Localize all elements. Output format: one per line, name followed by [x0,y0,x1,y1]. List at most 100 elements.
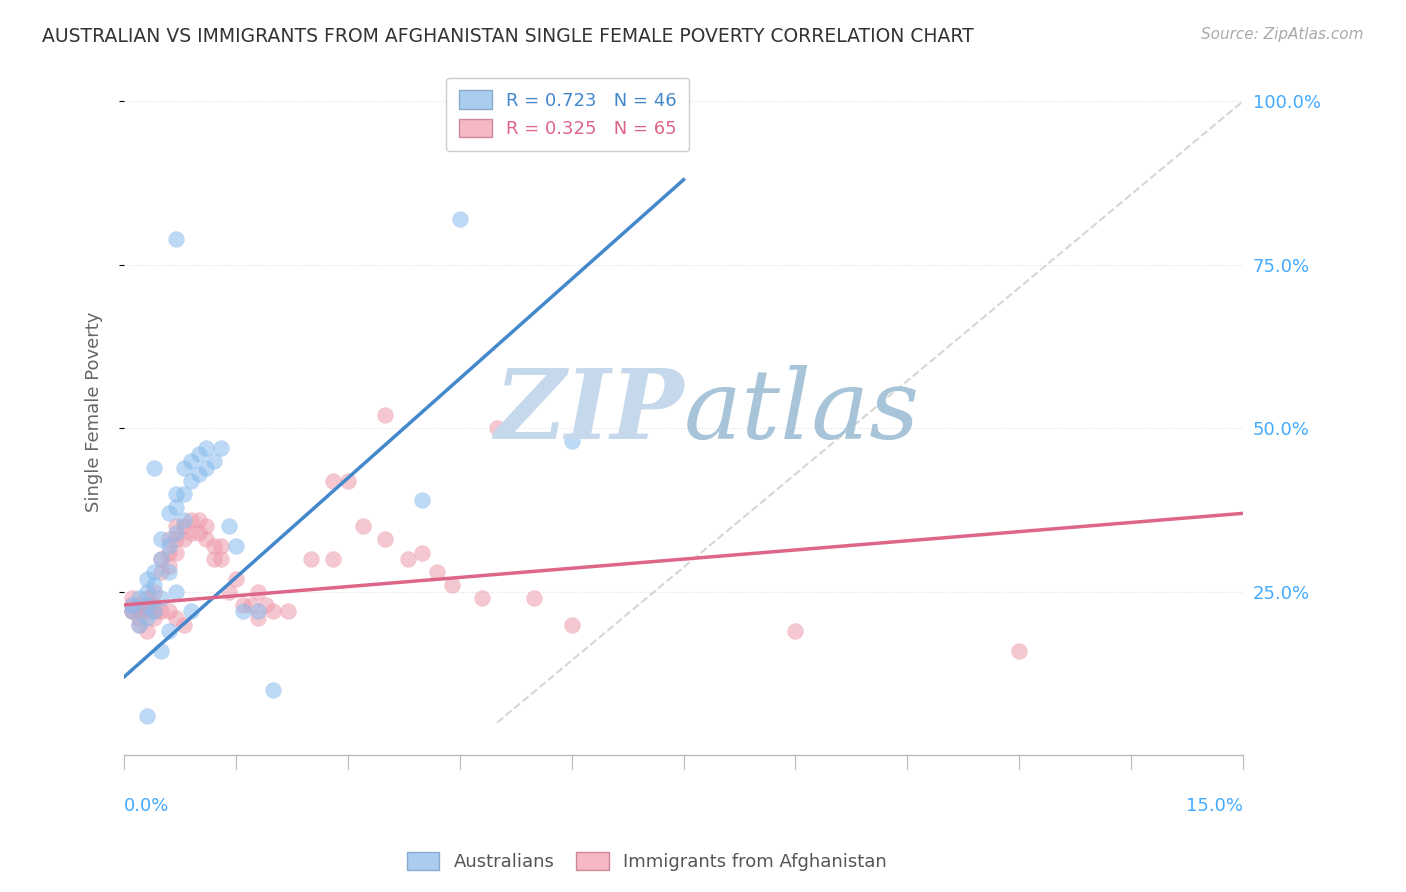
Point [173,460,195,475]
Point [225,572,247,586]
Point [180,525,202,540]
Point [247,611,270,625]
Point [209,552,232,566]
Point [165,500,187,514]
Point [471,591,494,606]
Text: Source: ZipAtlas.com: Source: ZipAtlas.com [1201,27,1364,42]
Point [143,604,166,618]
Point [173,533,195,547]
Point [180,474,202,488]
Point [299,552,322,566]
Point [143,611,166,625]
Point [135,624,157,638]
Point [1008,643,1031,657]
Point [128,604,150,618]
Point [441,578,464,592]
Point [232,598,254,612]
Point [225,539,247,553]
Point [150,552,173,566]
Point [157,604,180,618]
Point [157,539,180,553]
Point [143,565,166,579]
Point [247,584,270,599]
Text: ZIP: ZIP [494,365,683,459]
Point [785,624,807,638]
Text: AUSTRALIAN VS IMMIGRANTS FROM AFGHANISTAN SINGLE FEMALE POVERTY CORRELATION CHAR: AUSTRALIAN VS IMMIGRANTS FROM AFGHANISTA… [42,27,974,45]
Point [128,611,150,625]
Point [449,211,471,226]
Point [195,533,218,547]
Point [165,525,187,540]
Point [561,617,583,632]
Point [173,617,195,632]
Point [187,513,209,527]
Point [157,533,180,547]
Point [218,519,240,533]
Point [121,591,143,606]
Point [121,598,143,612]
Point [254,598,277,612]
Point [352,519,374,533]
Point [374,408,396,422]
Text: 15.0%: 15.0% [1187,797,1243,814]
Point [561,434,583,449]
Point [128,591,150,606]
Point [187,447,209,461]
Point [128,617,150,632]
Point [121,604,143,618]
Point [232,604,254,618]
Point [218,584,240,599]
Point [150,643,173,657]
Point [262,604,284,618]
Point [165,545,187,559]
Legend: R = 0.723   N = 46, R = 0.325   N = 65: R = 0.723 N = 46, R = 0.325 N = 65 [447,78,689,151]
Point [135,709,157,723]
Point [202,454,225,468]
Point [150,552,173,566]
Point [523,591,546,606]
Point [157,506,180,520]
Point [411,493,433,508]
Point [187,525,209,540]
Y-axis label: Single Female Poverty: Single Female Poverty [86,311,103,512]
Point [135,584,157,599]
Point [157,624,180,638]
Point [135,598,157,612]
Point [128,598,150,612]
Point [121,604,143,618]
Point [143,604,166,618]
Point [336,474,359,488]
Legend: Australians, Immigrants from Afghanistan: Australians, Immigrants from Afghanistan [399,845,894,879]
Point [396,552,419,566]
Point [173,513,195,527]
Point [180,513,202,527]
Point [165,611,187,625]
Point [262,682,284,697]
Point [322,474,344,488]
Point [157,565,180,579]
Point [135,572,157,586]
Point [157,545,180,559]
Point [486,421,509,435]
Point [121,598,143,612]
Point [135,598,157,612]
Point [173,519,195,533]
Point [121,604,143,618]
Point [150,565,173,579]
Point [202,539,225,553]
Point [143,578,166,592]
Point [135,591,157,606]
Text: 0.0%: 0.0% [124,797,170,814]
Point [143,460,166,475]
Point [143,584,166,599]
Point [195,460,218,475]
Point [426,565,449,579]
Point [202,552,225,566]
Point [322,552,344,566]
Point [374,533,396,547]
Point [239,598,262,612]
Point [135,604,157,618]
Point [150,604,173,618]
Point [277,604,299,618]
Point [195,441,218,455]
